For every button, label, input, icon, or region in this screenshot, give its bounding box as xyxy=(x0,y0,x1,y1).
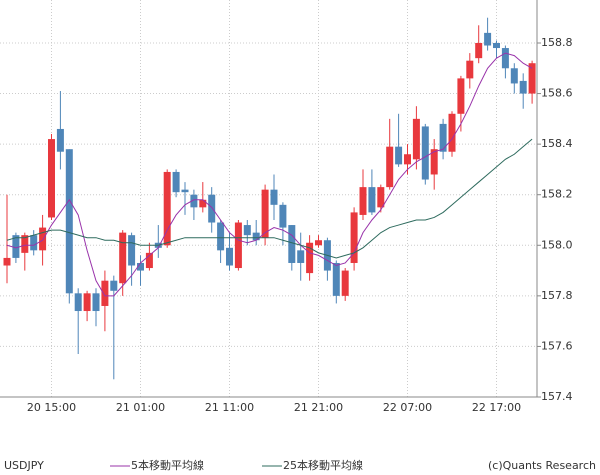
candle-body xyxy=(74,293,82,312)
candle-body xyxy=(457,78,465,114)
candle-body xyxy=(92,293,100,312)
candle-body xyxy=(412,118,420,160)
candle-body xyxy=(252,232,260,241)
candle-body xyxy=(30,235,38,251)
candle-body xyxy=(172,171,180,193)
y-tick-label: 158.0 xyxy=(541,238,573,251)
y-tick-label: 158.8 xyxy=(541,36,573,49)
y-tick-label: 158.4 xyxy=(541,137,573,150)
candle-body xyxy=(217,222,225,251)
x-tick-label: 22 17:00 xyxy=(472,401,521,414)
y-tick-label: 158.2 xyxy=(541,188,573,201)
candle-body xyxy=(448,113,456,152)
candle-body xyxy=(226,247,233,266)
candle-body xyxy=(519,80,527,94)
candle-body xyxy=(368,187,376,213)
candle-body xyxy=(83,293,91,312)
candle-body xyxy=(350,212,358,263)
candle-body xyxy=(261,189,269,238)
candle-body xyxy=(65,149,73,294)
candle-body xyxy=(21,235,29,253)
candle-body xyxy=(110,280,118,291)
candle-body xyxy=(208,194,216,223)
candle-body xyxy=(341,270,349,296)
candle-body xyxy=(48,139,55,218)
candle-body xyxy=(501,48,509,69)
ma-line xyxy=(6,52,533,297)
y-tick-label: 157.6 xyxy=(541,339,573,352)
candle-body xyxy=(297,250,305,263)
candle-body xyxy=(270,189,278,205)
candle-body xyxy=(145,252,153,269)
x-tick-label: 21 01:00 xyxy=(116,401,165,414)
candle-body xyxy=(510,68,518,84)
x-tick-label: 20 15:00 xyxy=(27,401,76,414)
candle-body xyxy=(190,194,198,208)
x-tick-label: 21 11:00 xyxy=(205,401,254,414)
y-tick-label: 157.8 xyxy=(541,289,573,302)
y-tick-label: 157.4 xyxy=(541,390,573,403)
candle-body xyxy=(128,235,136,266)
x-tick-label: 22 07:00 xyxy=(383,401,432,414)
candle-body xyxy=(439,123,447,152)
candle-body xyxy=(243,225,251,236)
candle-body xyxy=(493,42,500,49)
candle-body xyxy=(528,63,536,94)
candle-body xyxy=(101,280,109,306)
copyright: (c)Quants Research xyxy=(488,459,596,472)
candle-body xyxy=(119,232,127,284)
candle-body xyxy=(234,222,242,269)
candle-body xyxy=(332,262,340,296)
candle-body xyxy=(359,187,367,215)
candle-body xyxy=(315,240,322,246)
candle-body xyxy=(137,262,144,271)
ma-line xyxy=(6,138,533,259)
candle-body xyxy=(3,257,11,266)
candle-body xyxy=(430,149,438,175)
candle-body xyxy=(279,204,287,228)
candle-body xyxy=(377,187,385,208)
candle-body xyxy=(12,235,20,258)
candle-body xyxy=(484,32,492,46)
candle-body xyxy=(199,199,207,208)
legend-label: 25本移動平均線 xyxy=(283,458,363,472)
symbol: USDJPY xyxy=(4,459,44,472)
candle-body xyxy=(56,128,64,152)
candle-body xyxy=(163,171,171,246)
candle-body xyxy=(306,242,314,274)
candle-body xyxy=(475,42,483,59)
x-tick-label: 21 21:00 xyxy=(294,401,343,414)
candle-body xyxy=(39,227,47,251)
candle-body xyxy=(466,60,474,79)
candle-body xyxy=(288,225,296,263)
legend-label: 5本移動平均線 xyxy=(131,458,204,472)
y-tick-label: 158.6 xyxy=(541,87,573,100)
candle-body xyxy=(386,146,394,188)
candle-body xyxy=(395,146,403,165)
candle-body xyxy=(181,189,189,193)
candle-body xyxy=(421,126,429,180)
candle-body xyxy=(404,154,411,165)
